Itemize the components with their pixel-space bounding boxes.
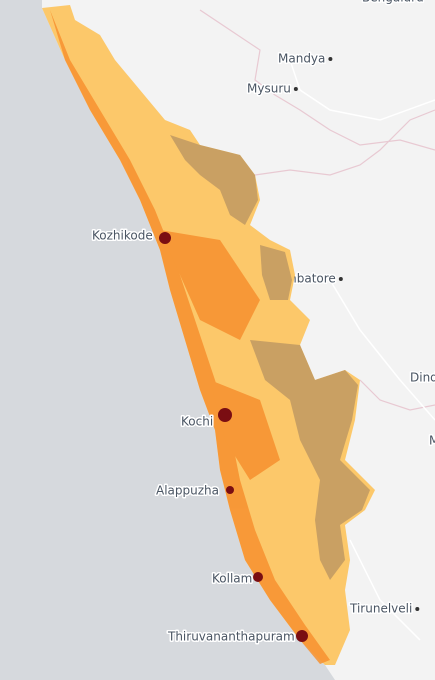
place-marker [415, 607, 420, 611]
place-marker [293, 87, 298, 91]
place-label: Tirunelveli [349, 602, 412, 616]
place-marker [328, 57, 333, 61]
place-label: Thiruvananthapuram [167, 630, 295, 644]
sea [0, 0, 335, 680]
place-label: Dindigul [410, 371, 435, 385]
place-label: Kollam [212, 572, 252, 586]
density-high [159, 232, 308, 642]
density-low [170, 135, 370, 580]
boundaries [199, 9, 435, 411]
place-label: Kochi [181, 415, 213, 429]
place-label: Bengaluru [362, 0, 424, 5]
place-label: Mysuru [247, 82, 291, 96]
place-label: Kozhikode [92, 229, 153, 243]
place-marker [338, 277, 343, 281]
labels: Kozhikode Kochi Alappuzha Kollam Thiruvanant… [91, 227, 297, 645]
density-mid [50, 10, 330, 664]
roads [289, 59, 435, 641]
place-label: Madurai [429, 434, 435, 448]
place-label: Mandya [278, 52, 325, 66]
place-label: Alappuzha [156, 484, 219, 498]
